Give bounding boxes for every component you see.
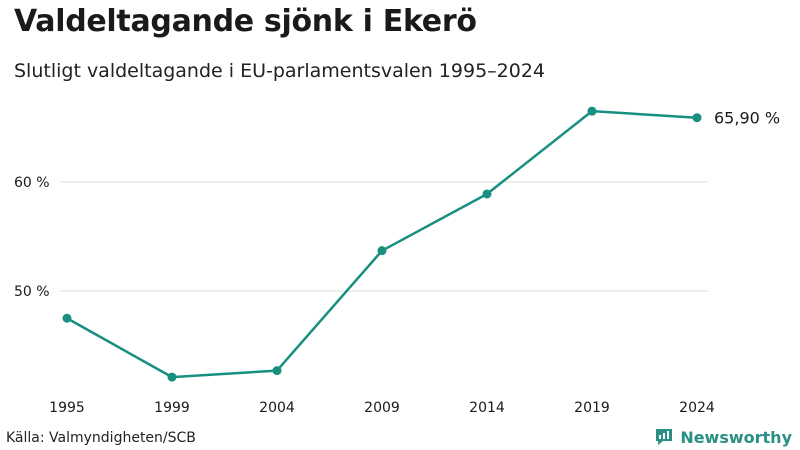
x-tick-label: 1999: [154, 400, 190, 416]
x-tick-label: 2019: [574, 400, 610, 416]
data-point: [272, 366, 282, 376]
series-line: [66, 109, 698, 379]
brand-logo: Newsworthy: [654, 427, 792, 447]
data-point: [167, 372, 177, 382]
data-point: [692, 113, 702, 123]
data-point: [587, 106, 597, 116]
chart-title: Valdeltagande sjönk i Ekerö: [14, 4, 477, 39]
x-axis-labels: 1995 1999 2004 2009 2014 2019 2024: [49, 400, 715, 416]
x-tick-label: 2014: [469, 400, 505, 416]
y-axis-labels: 50 % 60 %: [14, 175, 50, 300]
end-value-label: 65,90 %: [714, 109, 780, 128]
source-note: Källa: Valmyndigheten/SCB: [6, 430, 196, 446]
data-point: [62, 313, 72, 323]
x-tick-label: 1995: [49, 400, 85, 416]
brand-name: Newsworthy: [680, 427, 792, 447]
y-tick-label: 60 %: [14, 175, 50, 191]
data-point: [482, 189, 492, 199]
chart-subtitle: Slutligt valdeltagande i EU-parlamentsva…: [14, 60, 546, 82]
grid-lines: [60, 181, 708, 292]
x-tick-label: 2024: [679, 400, 715, 416]
x-tick-label: 2004: [259, 400, 295, 416]
y-tick-label: 50 %: [14, 284, 50, 300]
x-tick-label: 2009: [364, 400, 400, 416]
newsworthy-logo-icon: [656, 429, 673, 445]
data-points: [62, 106, 702, 382]
data-point: [377, 246, 387, 256]
